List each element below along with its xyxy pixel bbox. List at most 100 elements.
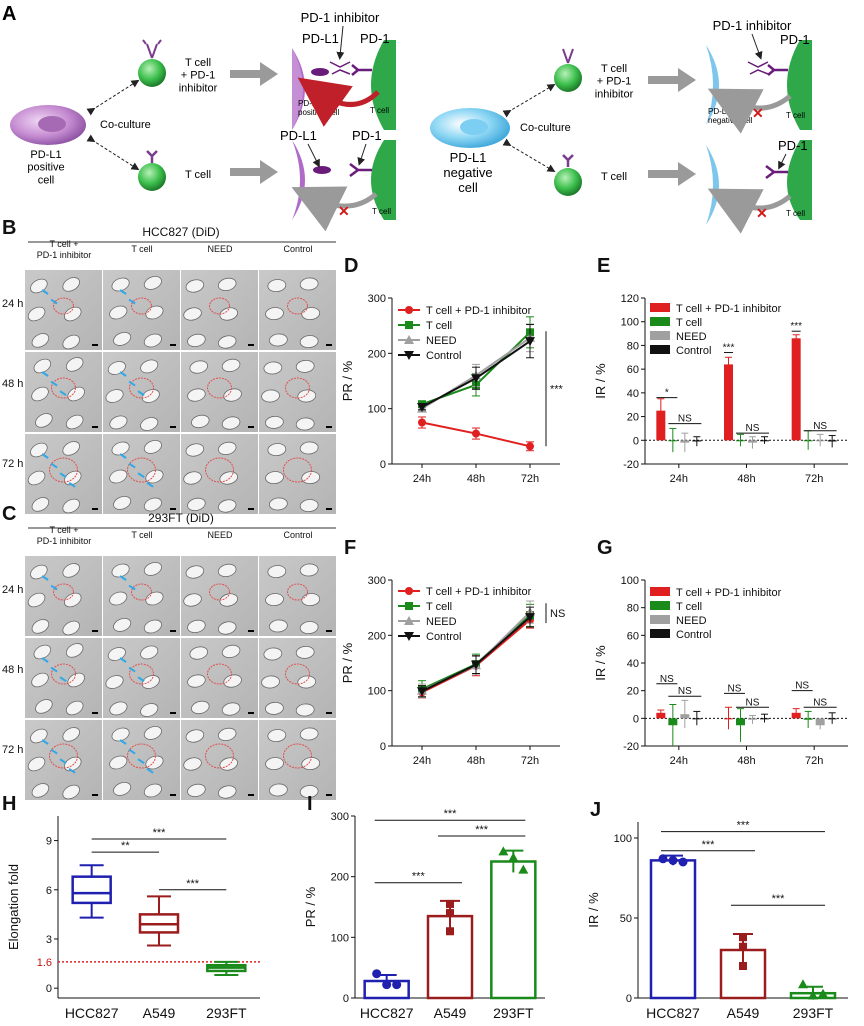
channel-shape: [299, 277, 319, 291]
legend-label: T cell + PD-1 inhibitor: [426, 305, 532, 317]
column-header: T cell: [131, 244, 152, 254]
channel-shape: [301, 471, 321, 485]
t-cell-membrane: [371, 40, 396, 130]
legend-swatch: [650, 317, 670, 326]
panel-a-schematic: A PD-L1 positive cell Co-culture T cell + P…: [2, 3, 812, 234]
channel-shape: [27, 756, 46, 772]
channel-shape: [267, 443, 287, 457]
channel-shape: [217, 277, 237, 292]
legend-swatch: [650, 331, 670, 340]
channel-shape: [62, 277, 80, 292]
y-tick-label: 0: [380, 741, 386, 753]
process-arrow: [230, 62, 278, 86]
t-cell-arrow-marker: [128, 298, 136, 305]
channel-shape: [299, 563, 319, 577]
t-cell-arrow-marker: [119, 371, 127, 377]
data-point: [446, 927, 454, 936]
tumor-cell-outline: [131, 297, 152, 315]
data-point: [404, 335, 414, 344]
legend-swatch: [650, 345, 670, 354]
x-tick-label: 48h: [467, 473, 485, 485]
t-cell-arrow-marker: [128, 380, 136, 387]
significance-label: NS: [746, 697, 760, 708]
data-point: [508, 852, 519, 862]
channel-shape: [299, 785, 319, 799]
channel-shape: [263, 361, 283, 375]
t-cell-arrow-marker: [41, 289, 49, 295]
channel-shape: [105, 675, 124, 689]
channel-shape: [217, 727, 237, 742]
y-tick-label: 0: [46, 983, 52, 995]
significance-label: *: [665, 388, 669, 399]
block-x-icon: ✕: [756, 205, 768, 221]
y-tick-label: 100: [614, 833, 632, 845]
channel-shape: [299, 727, 319, 741]
t-cell-arrow-marker: [137, 472, 145, 479]
channel-shape: [265, 701, 284, 715]
t-cell-arrow-marker: [119, 289, 127, 295]
x-tick-label: 293FT: [793, 1005, 834, 1021]
row-label: 24 h: [2, 584, 23, 596]
data-point: [372, 969, 382, 979]
t-cell-arrow-marker: [137, 676, 145, 683]
nucleus-shape: [38, 116, 66, 132]
scale-bar: [170, 630, 176, 632]
t-cell-arrow-marker: [50, 748, 58, 755]
y-tick-label: 100: [368, 686, 386, 698]
data-point: [498, 846, 509, 856]
channel-shape: [140, 417, 159, 431]
channel-shape: [109, 305, 128, 320]
panel-b-microscopy: B HCC827 (DiD) T cell +PD-1 inhibitor T cel…: [2, 217, 336, 514]
channel-shape: [295, 359, 315, 373]
t-cell-arrow-marker: [146, 481, 154, 488]
legend-label: T cell: [426, 601, 452, 613]
data-point: [739, 942, 747, 951]
column-header: Control: [283, 244, 312, 254]
data-point: [471, 660, 481, 670]
scale-bar: [170, 508, 176, 510]
channel-shape: [189, 646, 208, 660]
t-cell-arrow-marker: [50, 298, 58, 305]
tcell-label-a4: T cell: [786, 209, 805, 218]
x-tick-label: 72h: [805, 473, 823, 485]
y-tick-label: 100: [621, 575, 639, 587]
data-point: [658, 854, 668, 864]
x-tick-label: 24h: [670, 755, 688, 767]
y-tick-label: 100: [621, 317, 639, 329]
scale-bar: [92, 712, 98, 714]
y-tick-label: 300: [368, 575, 386, 587]
significance-label: ***: [412, 871, 426, 883]
legend-label: T cell + PD-1 inhibitor: [676, 587, 782, 599]
t-cell-arrow-marker: [41, 657, 49, 663]
channel-shape: [111, 277, 130, 292]
significance-label: NS: [728, 683, 742, 694]
data-point: [525, 613, 535, 623]
channel-shape: [185, 279, 205, 293]
y-tick-label: 50: [620, 913, 632, 925]
legend-label: T cell: [676, 317, 702, 329]
channel-shape: [217, 621, 237, 635]
row-label: 48 h: [2, 378, 23, 390]
data-point: [808, 990, 818, 1000]
column-header: NEED: [207, 530, 233, 540]
channel-shape: [111, 727, 130, 742]
column-header: T cell: [131, 530, 152, 540]
channel-shape: [143, 439, 162, 454]
data-point: [739, 962, 747, 970]
x-tick-label: 293FT: [206, 1005, 247, 1021]
pdl1-positive-membrane: [292, 140, 305, 220]
y-tick-label: 300: [331, 811, 349, 823]
t-cell-arrow-marker: [50, 584, 58, 591]
y-axis-title: PR / %: [303, 886, 318, 927]
bar: [791, 338, 801, 441]
channel-shape: [301, 757, 321, 771]
channel-shape: [267, 729, 287, 743]
data-point: [525, 337, 535, 347]
x-tick-label: HCC827: [646, 1005, 700, 1021]
tumor-cell-outline: [283, 743, 312, 769]
bar: [656, 410, 666, 441]
t-cell-arrow-marker: [50, 380, 58, 387]
legend-label: T cell + PD-1 inhibitor: [676, 303, 782, 315]
tumor-cell-outline: [51, 663, 76, 685]
scale-bar: [92, 508, 98, 510]
